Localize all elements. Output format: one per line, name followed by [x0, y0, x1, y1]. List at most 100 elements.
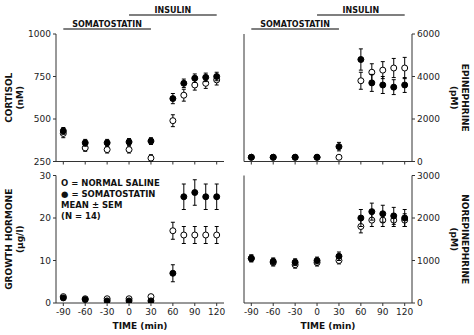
error-bar — [171, 115, 175, 127]
x-tick — [273, 303, 274, 306]
period-bar — [317, 14, 405, 15]
point — [104, 298, 110, 303]
error-bar — [105, 139, 109, 146]
x-tick-label: -60 — [266, 307, 281, 317]
y-tick-label: 0 — [45, 298, 51, 308]
y-tick-label: 500 — [34, 114, 51, 124]
y-tick — [53, 260, 56, 261]
x-tick — [172, 162, 173, 165]
error-bar — [359, 72, 363, 89]
y-tick — [412, 34, 415, 35]
point — [126, 298, 132, 303]
point — [181, 232, 187, 238]
x-tick — [360, 303, 361, 306]
x-tick-label: -30 — [100, 307, 115, 317]
error-bar — [403, 57, 407, 78]
x-tick — [63, 303, 64, 306]
error-bar — [370, 74, 374, 91]
y-axis-label-line: CORTISOL — [4, 72, 14, 122]
error-bar — [215, 227, 219, 244]
x-tick — [107, 162, 108, 165]
point — [358, 78, 364, 84]
point — [336, 253, 342, 259]
x-tick-label: -90 — [244, 307, 259, 317]
x-tick — [251, 303, 252, 306]
x-tick — [295, 162, 296, 165]
x-tick — [338, 303, 339, 306]
x-tick — [360, 162, 361, 165]
series — [248, 203, 407, 265]
point — [270, 154, 276, 160]
x-tick-label: 30 — [333, 307, 345, 317]
x-tick — [194, 303, 195, 306]
point — [214, 194, 220, 200]
x-tick-label: -60 — [78, 307, 93, 317]
point — [248, 154, 254, 160]
point — [181, 194, 187, 200]
point — [104, 140, 110, 146]
y-tick — [412, 175, 415, 176]
point — [391, 213, 397, 219]
error-bar — [370, 203, 374, 220]
y-tick-label: 10 — [40, 256, 52, 266]
y-axis-label: EPINEPHRINE(pM) — [449, 64, 470, 132]
point — [126, 139, 132, 145]
error-bar — [403, 210, 407, 227]
panel: 0200040006000EPINEPHRINE(pM)SOMATOSTATIN… — [244, 6, 470, 167]
point — [203, 232, 209, 238]
error-bar — [293, 259, 297, 266]
x-tick — [150, 162, 151, 165]
series — [60, 72, 219, 146]
annotation: (N = 14) — [61, 211, 101, 221]
error-bar — [182, 227, 186, 244]
y-tick-label: 1000 — [417, 256, 440, 266]
y-axis-label-line: (μg/l) — [15, 225, 25, 253]
point — [192, 190, 198, 196]
error-bar — [182, 184, 186, 210]
series — [248, 57, 407, 160]
point — [358, 57, 364, 63]
x-tick — [63, 162, 64, 165]
error-bar — [171, 94, 175, 104]
y-axis-label-line: (nM) — [15, 86, 25, 110]
point — [369, 209, 375, 215]
error-bar — [249, 255, 253, 262]
y-tick — [53, 175, 56, 176]
y-tick-label: 6000 — [417, 29, 440, 39]
point — [314, 258, 320, 264]
point — [369, 80, 375, 86]
x-tick — [107, 303, 108, 306]
point — [314, 154, 320, 160]
error-bar — [392, 58, 396, 77]
annotation: O = NORMAL SALINE — [61, 178, 160, 188]
y-tick — [53, 303, 56, 304]
x-tick — [338, 162, 339, 165]
point — [203, 74, 209, 80]
x-tick — [129, 303, 130, 306]
error-bar — [204, 227, 208, 244]
point — [181, 80, 187, 86]
x-tick-label: -30 — [288, 307, 303, 317]
y-axis-line — [244, 34, 245, 162]
y-axis-label-line: NOREPINEPHRINE — [460, 194, 470, 284]
point — [402, 65, 408, 71]
x-axis-line — [244, 303, 412, 304]
y-axis-line — [412, 34, 413, 162]
x-tick-label: 120 — [208, 307, 225, 317]
point — [192, 75, 198, 81]
y-tick — [53, 119, 56, 120]
y-tick-label: 2000 — [417, 213, 440, 223]
error-bar — [182, 79, 186, 88]
x-tick — [150, 303, 151, 306]
y-tick — [412, 76, 415, 77]
point — [192, 232, 198, 238]
x-axis-label: TIME (min) — [113, 321, 168, 331]
point — [292, 154, 298, 160]
point — [270, 258, 276, 264]
point — [248, 255, 254, 261]
x-tick-label: 0 — [314, 307, 320, 317]
y-tick-label: 4000 — [417, 72, 440, 82]
panel: -90-60-3003060901200102030GROWTH HORMONE… — [4, 171, 226, 332]
point — [380, 211, 386, 217]
point — [148, 138, 154, 144]
